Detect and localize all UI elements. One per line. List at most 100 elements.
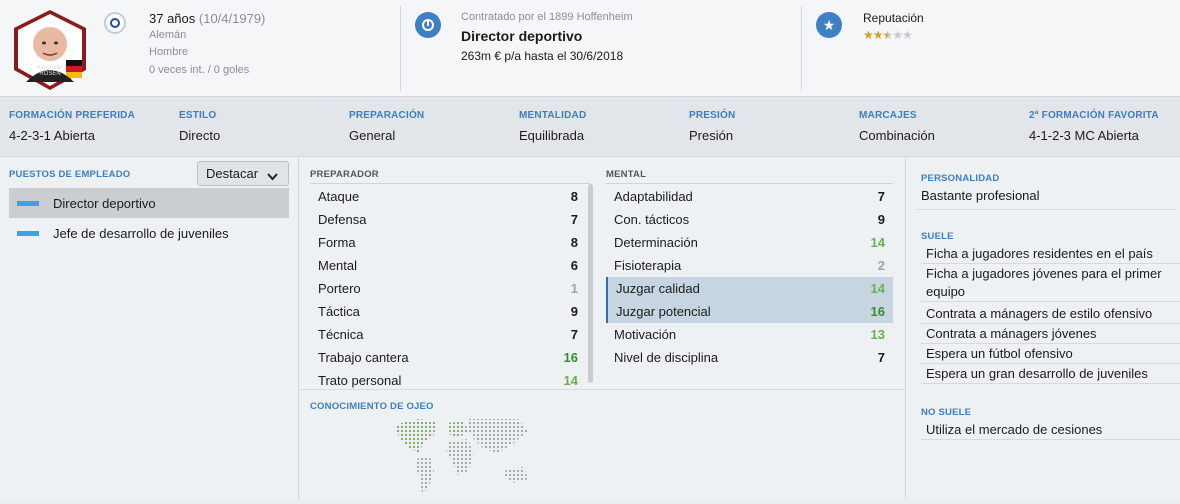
- salary: 263m € p/a hasta el 30/6/2018: [461, 49, 624, 63]
- tactics-bar: FORMACIÓN PREFERIDA 4-2-3-1 Abierta ESTILO…: [0, 97, 1180, 157]
- gender: Hombre: [149, 46, 189, 58]
- attribute-row[interactable]: Portero 1: [310, 277, 586, 300]
- tends-item: Ficha a jugadores residentes en el país: [921, 244, 1180, 264]
- dropdown-label: Destacar: [206, 166, 259, 181]
- attribute-row[interactable]: Técnica 7: [310, 323, 586, 346]
- roles-panel: PUESTOS DE EMPLEADO Destacar Director de…: [0, 158, 299, 499]
- contracted-by[interactable]: Contratado por el 1899 Hoffenheim: [461, 11, 633, 23]
- star-icon: ★: [902, 28, 913, 42]
- tactic-value: Combinación: [859, 128, 935, 143]
- attribute-value: 1: [570, 281, 578, 296]
- personality-value: Bastante profesional: [916, 186, 1176, 210]
- not-tends-item: Utiliza el mercado de cesiones: [921, 420, 1180, 440]
- tactic-label: MENTALIDAD: [519, 110, 587, 121]
- star-icon: ★: [872, 28, 884, 42]
- attribute-row[interactable]: Motivación 13: [606, 323, 893, 346]
- attribute-row[interactable]: Táctica 9: [310, 300, 586, 323]
- roles-label: PUESTOS DE EMPLEADO: [9, 169, 131, 180]
- attribute-name: Adaptabilidad: [614, 189, 693, 204]
- star-icon: ★: [863, 28, 874, 42]
- profile-header: Alexander ROSEN 37 años (10/4/1979) Alem…: [0, 0, 1180, 97]
- tactic-value: Directo: [179, 128, 221, 143]
- contract-icon: [415, 12, 441, 38]
- attribute-value: 13: [870, 327, 885, 342]
- role-bar-icon: [17, 230, 39, 236]
- attribute-value: 8: [570, 235, 578, 250]
- tactic-value: Equilibrada: [519, 128, 585, 143]
- tactic-label: PRESIÓN: [689, 110, 736, 121]
- attribute-name: Táctica: [318, 304, 360, 319]
- badge-first-name: Alexander: [36, 65, 64, 71]
- tends-item: Contrata a mánagers jóvenes: [921, 324, 1180, 344]
- attribute-name: Mental: [318, 258, 358, 273]
- tactic-label: PREPARACIÓN: [349, 110, 425, 121]
- attributes-scrollbar[interactable]: [588, 184, 593, 383]
- staff-photo-badge: Alexander ROSEN: [8, 8, 92, 92]
- attribute-row[interactable]: Forma 8: [310, 231, 586, 254]
- attribute-value: 7: [570, 212, 578, 227]
- attribute-value: 14: [870, 235, 885, 250]
- attribute-row[interactable]: Nivel de disciplina 7: [606, 346, 893, 369]
- attribute-value: 9: [877, 212, 885, 227]
- attribute-row[interactable]: Adaptabilidad 7: [606, 185, 893, 208]
- scouting-label: CONOCIMIENTO DE OJEO: [310, 401, 434, 412]
- role-label: Director deportivo: [53, 195, 156, 211]
- tactic-value: Presión: [689, 128, 734, 143]
- star-icon: ★: [882, 28, 894, 42]
- attribute-row[interactable]: Fisioterapia 2: [606, 254, 893, 277]
- attribute-row[interactable]: Con. tácticos 9: [606, 208, 893, 231]
- tends-item: Espera un gran desarrollo de juveniles: [921, 364, 1180, 384]
- attribute-row[interactable]: Juzgar potencial 16: [606, 300, 893, 323]
- attribute-name: Fisioterapia: [614, 258, 682, 273]
- attribute-name: Técnica: [318, 327, 364, 342]
- attributes-panel: PREPARADOR MENTAL Ataque 8 Defensa 7 Forma 8 M…: [300, 158, 1180, 499]
- personality-label: PERSONALIDAD: [921, 173, 1000, 184]
- reputation-stars: ★★★★★: [863, 26, 913, 44]
- attribute-name: Portero: [318, 281, 361, 296]
- tactic-label: 2ª FORMACIÓN FAVORITA: [1029, 110, 1159, 121]
- tactic-value: 4-2-3-1 Abierta: [9, 128, 95, 143]
- reputation-label: Reputación: [863, 11, 924, 25]
- attribute-name: Juzgar calidad: [616, 281, 700, 296]
- role-item-youth[interactable]: Jefe de desarrollo de juveniles: [9, 218, 289, 248]
- caps-goals: 0 veces int. / 0 goles: [149, 64, 250, 76]
- attribute-row[interactable]: Defensa 7: [310, 208, 586, 231]
- birth-date: (10/4/1979): [198, 11, 266, 26]
- attribute-value: 8: [570, 189, 578, 204]
- nationality: Alemán: [149, 29, 187, 41]
- tactic-label: MARCAJES: [859, 110, 917, 121]
- tactic-value: 4-1-2-3 MC Abierta: [1029, 128, 1139, 143]
- personality-panel: PERSONALIDAD Bastante profesional SUELE …: [905, 158, 1180, 499]
- attribute-row[interactable]: Trabajo cantera 16: [310, 346, 586, 369]
- attribute-name: Forma: [318, 235, 356, 250]
- highlight-dropdown[interactable]: Destacar: [197, 161, 289, 186]
- attribute-name: Nivel de disciplina: [614, 350, 719, 365]
- role-bar-icon: [17, 200, 39, 206]
- chevron-down-icon: [267, 169, 278, 184]
- club-crest-icon[interactable]: [104, 12, 126, 34]
- attribute-row[interactable]: Mental 6: [310, 254, 586, 277]
- attribute-row[interactable]: Ataque 8: [310, 185, 586, 208]
- attribute-value: 7: [877, 189, 885, 204]
- reputation-star-icon: ★: [816, 12, 842, 38]
- attribute-value: 6: [570, 258, 578, 273]
- tactic-label: ESTILO: [179, 110, 217, 121]
- attribute-name: Juzgar potencial: [616, 304, 711, 319]
- attribute-name: Determinación: [614, 235, 698, 250]
- attribute-name: Motivación: [614, 327, 677, 342]
- tactic-value: General: [349, 128, 396, 143]
- attribute-value: 16: [870, 304, 885, 319]
- tends-item: Contrata a mánagers de estilo ofensivo: [921, 304, 1180, 324]
- scouting-world-map: [388, 413, 538, 499]
- role-item-director[interactable]: Director deportivo: [9, 188, 289, 218]
- attribute-row[interactable]: Juzgar calidad 14: [606, 277, 893, 300]
- tactic-label: FORMACIÓN PREFERIDA: [9, 110, 136, 121]
- attribute-value: 7: [570, 327, 578, 342]
- preparador-label: PREPARADOR: [310, 169, 379, 180]
- attribute-row[interactable]: Trato personal 14: [310, 369, 586, 392]
- job-title: Director deportivo: [461, 28, 583, 44]
- attribute-value: 16: [563, 350, 578, 365]
- attribute-value: 14: [563, 373, 578, 388]
- attribute-name: Ataque: [318, 189, 360, 204]
- attribute-row[interactable]: Determinación 14: [606, 231, 893, 254]
